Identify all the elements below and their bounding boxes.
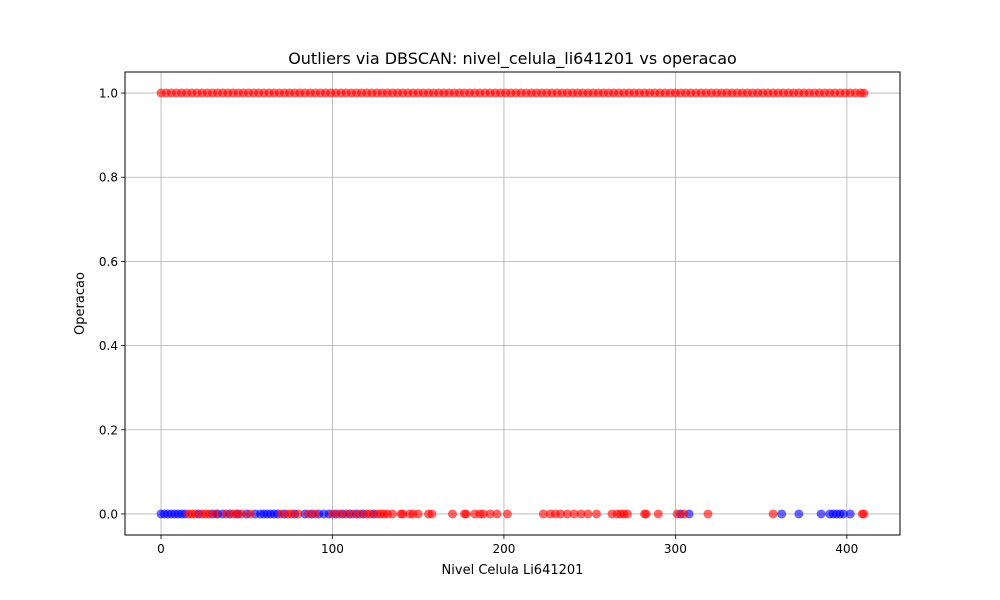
data-point bbox=[365, 509, 375, 519]
x-tick-label: 300 bbox=[664, 542, 687, 556]
data-point bbox=[286, 509, 296, 519]
data-point bbox=[703, 509, 713, 519]
x-axis-ticks: 0 100 200 300 400 bbox=[157, 535, 858, 556]
data-point bbox=[398, 509, 408, 519]
data-point bbox=[310, 509, 320, 519]
data-point bbox=[622, 509, 632, 519]
data-point bbox=[293, 509, 303, 519]
x-axis-label: Nivel Celula Li641201 bbox=[442, 563, 584, 578]
data-point bbox=[348, 509, 358, 519]
data-point bbox=[492, 509, 502, 519]
y-tick-label: 0.8 bbox=[99, 171, 118, 185]
data-point bbox=[576, 509, 586, 519]
data-point bbox=[859, 509, 869, 519]
data-point bbox=[334, 509, 344, 519]
y-tick-label: 0.6 bbox=[99, 255, 118, 269]
y-tick-label: 1.0 bbox=[99, 87, 118, 101]
data-point bbox=[478, 509, 488, 519]
data-point bbox=[303, 509, 313, 519]
data-point bbox=[592, 509, 602, 519]
data-points bbox=[156, 88, 869, 519]
x-tick-label: 100 bbox=[321, 542, 344, 556]
data-point bbox=[768, 509, 778, 519]
data-point bbox=[538, 509, 548, 519]
data-point bbox=[859, 88, 869, 98]
chart-title: Outliers via DBSCAN: nivel_celula_li6412… bbox=[288, 49, 737, 69]
data-point bbox=[583, 509, 593, 519]
data-point bbox=[245, 509, 255, 519]
data-point bbox=[838, 509, 848, 519]
y-tick-label: 0.2 bbox=[99, 423, 118, 437]
data-point bbox=[211, 509, 221, 519]
data-point bbox=[845, 509, 855, 519]
data-point bbox=[327, 509, 337, 519]
plot-frame bbox=[124, 71, 901, 536]
data-point bbox=[679, 509, 689, 519]
data-point bbox=[341, 509, 351, 519]
data-point bbox=[427, 509, 437, 519]
data-point bbox=[221, 509, 231, 519]
data-point bbox=[485, 509, 495, 519]
data-point bbox=[413, 509, 423, 519]
x-tick-label: 200 bbox=[492, 542, 515, 556]
data-point bbox=[816, 509, 826, 519]
data-point bbox=[794, 509, 804, 519]
data-point bbox=[672, 509, 682, 519]
data-point bbox=[653, 509, 663, 519]
data-point bbox=[556, 509, 566, 519]
data-point bbox=[355, 509, 365, 519]
y-axis-ticks: 0.0 0.2 0.4 0.6 0.8 1.0 bbox=[99, 87, 125, 521]
data-point bbox=[190, 509, 200, 519]
data-point bbox=[569, 509, 579, 519]
data-point bbox=[447, 509, 457, 519]
x-tick-label: 400 bbox=[835, 542, 858, 556]
data-point bbox=[204, 509, 214, 519]
y-axis-label: Operacao bbox=[73, 272, 88, 335]
data-point bbox=[502, 509, 512, 519]
y-tick-label: 0.4 bbox=[99, 339, 118, 353]
x-tick-label: 0 bbox=[157, 542, 165, 556]
data-point bbox=[387, 509, 397, 519]
data-point bbox=[562, 509, 572, 519]
data-point bbox=[641, 509, 651, 519]
data-point bbox=[237, 509, 247, 519]
y-tick-label: 0.0 bbox=[99, 507, 118, 521]
data-point bbox=[461, 509, 471, 519]
data-point bbox=[276, 509, 286, 519]
data-point bbox=[777, 509, 787, 519]
